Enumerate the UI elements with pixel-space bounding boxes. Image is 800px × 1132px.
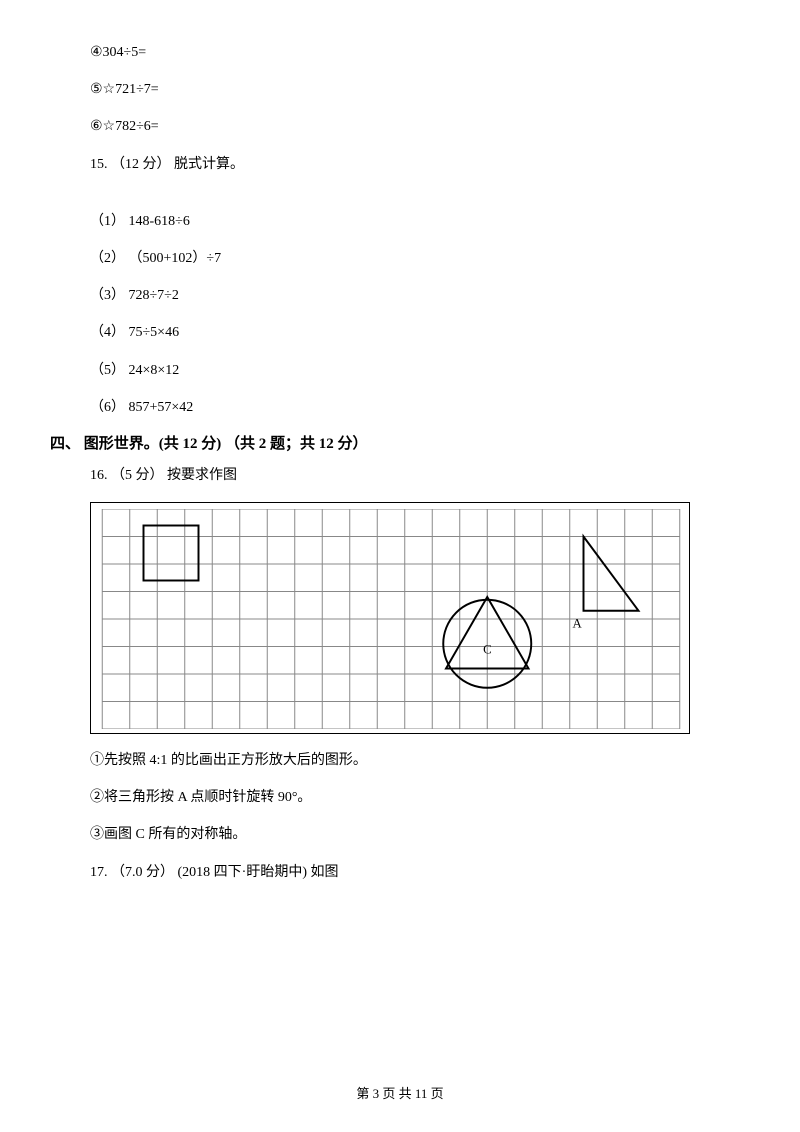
q14-item-4: ④304÷5= (50, 40, 750, 65)
q14-item-5: ⑤☆721÷7= (50, 77, 750, 102)
q15-item-4: （4） 75÷5×46 (50, 320, 750, 345)
footer-mid: 页 共 (379, 1086, 415, 1101)
footer-total: 11 (415, 1086, 428, 1101)
q15-item-3: （3） 728÷7÷2 (50, 283, 750, 308)
svg-text:C: C (483, 642, 492, 656)
q16-note-2: ②将三角形按 A 点顺时针旋转 90°。 (50, 785, 750, 810)
q16-note-3: ③画图 C 所有的对称轴。 (50, 822, 750, 847)
q15-item-5: （5） 24×8×12 (50, 358, 750, 383)
section4-title: 四、 图形世界。(共 12 分) （共 2 题；共 12 分） (50, 432, 750, 453)
q16-note-1: ①先按照 4:1 的比画出正方形放大后的图形。 (50, 748, 750, 773)
q16-header: 16. （5 分） 按要求作图 (50, 463, 750, 488)
page-footer: 第 3 页 共 11 页 (0, 1083, 800, 1102)
q15-header: 15. （12 分） 脱式计算。 (50, 152, 750, 177)
svg-text:A: A (573, 616, 583, 630)
footer-suffix: 页 (427, 1086, 443, 1101)
q16-figure: AC (90, 502, 690, 734)
q15-item-2: （2） （500+102）÷7 (50, 246, 750, 271)
q15-item-6: （6） 857+57×42 (50, 395, 750, 420)
q15-item-1: （1） 148-618÷6 (50, 209, 750, 234)
footer-prefix: 第 (356, 1086, 372, 1101)
q14-item-6: ⑥☆782÷6= (50, 114, 750, 139)
q17-header: 17. （7.0 分） (2018 四下·盱眙期中) 如图 (50, 860, 750, 885)
